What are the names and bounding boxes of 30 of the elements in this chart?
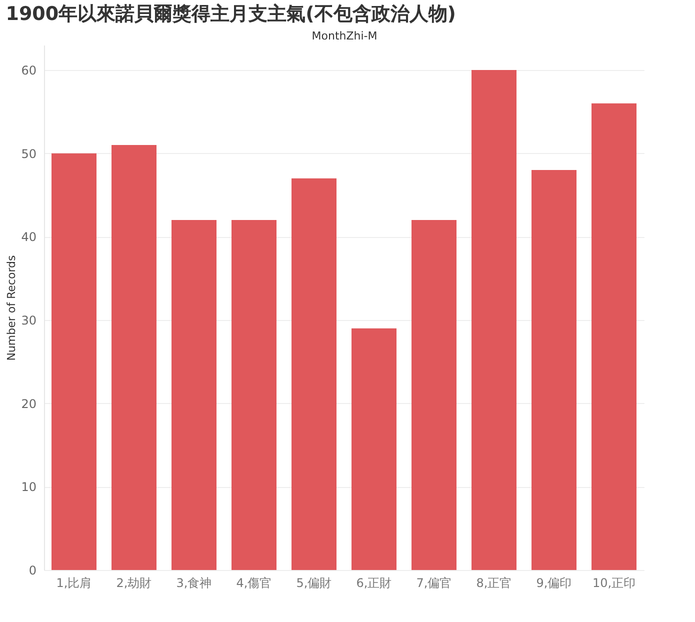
y-tick-label: 60 bbox=[21, 64, 36, 78]
x-tick-label: 8,正官 bbox=[476, 576, 512, 590]
x-tick-label: 3,食神 bbox=[176, 576, 212, 590]
x-tick-label: 1,比肩 bbox=[56, 576, 92, 590]
bar bbox=[172, 220, 216, 570]
y-tick-label: 10 bbox=[21, 480, 36, 494]
bar bbox=[292, 178, 336, 570]
x-tick-label: 7,偏官 bbox=[416, 576, 452, 590]
chart-title: 1900年以來諾貝爾獎得主月支主氣(不包含政治人物) bbox=[6, 3, 456, 25]
x-tick-label: 4,傷官 bbox=[236, 576, 272, 590]
bar bbox=[232, 220, 276, 570]
x-tick-label: 2,劫財 bbox=[116, 576, 152, 590]
x-axis-title: MonthZhi-M bbox=[312, 30, 378, 42]
bar bbox=[412, 220, 456, 570]
bar bbox=[472, 70, 516, 570]
y-tick-label: 50 bbox=[21, 146, 36, 161]
y-tick-label: 0 bbox=[28, 564, 36, 578]
bar bbox=[532, 170, 576, 570]
y-axis-title: Number of Records bbox=[5, 254, 18, 361]
bar bbox=[112, 145, 156, 570]
bar bbox=[352, 328, 396, 570]
x-tick-label: 6,正財 bbox=[356, 576, 392, 590]
y-tick-label: 30 bbox=[21, 314, 36, 328]
x-tick-label: 9,偏印 bbox=[536, 576, 572, 590]
y-tick-label: 40 bbox=[21, 230, 36, 244]
bar bbox=[52, 153, 96, 570]
y-tick-label: 20 bbox=[21, 396, 36, 411]
x-tick-label: 10,正印 bbox=[592, 576, 636, 590]
x-tick-label: 5,偏財 bbox=[296, 576, 332, 590]
bar bbox=[592, 103, 636, 570]
